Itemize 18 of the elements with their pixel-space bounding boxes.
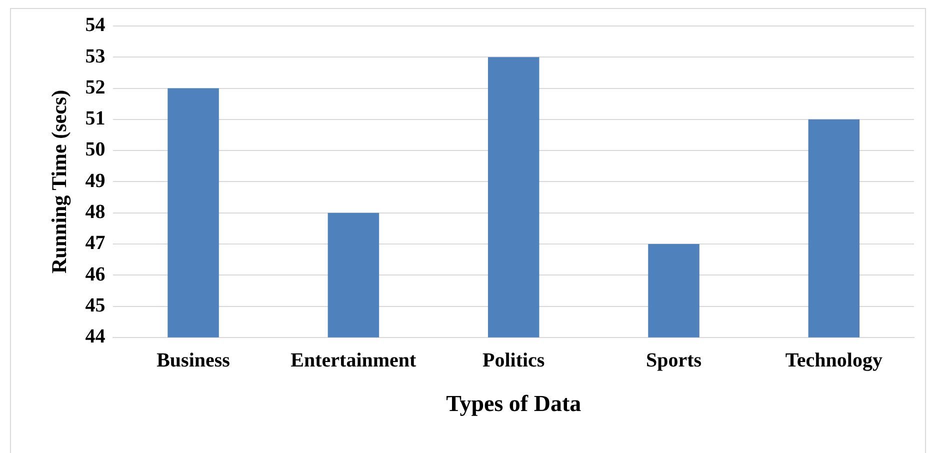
- y-tick-label: 50: [85, 138, 106, 161]
- x-tick-label: Business: [156, 350, 230, 372]
- y-tick-label: 46: [85, 263, 106, 286]
- y-tick-label: 45: [85, 294, 106, 316]
- x-tick-label: Politics: [482, 350, 545, 372]
- y-tick-label: 49: [85, 170, 106, 192]
- y-tick-label: 51: [85, 108, 106, 130]
- y-tick-label: 44: [85, 326, 106, 348]
- y-tick-label: 54: [85, 14, 106, 36]
- y-tick-label: 48: [85, 201, 106, 224]
- x-tick-label: Sports: [646, 350, 702, 372]
- y-tick-label: 52: [85, 76, 106, 98]
- x-axis-title: Types of Data: [446, 391, 582, 416]
- y-axis-title: Running Time (secs): [47, 90, 72, 274]
- y-tick-label: 53: [85, 45, 106, 68]
- y-tick-label: 47: [85, 232, 106, 254]
- x-tick-label: Technology: [785, 350, 882, 372]
- x-tick-label: Entertainment: [290, 350, 417, 372]
